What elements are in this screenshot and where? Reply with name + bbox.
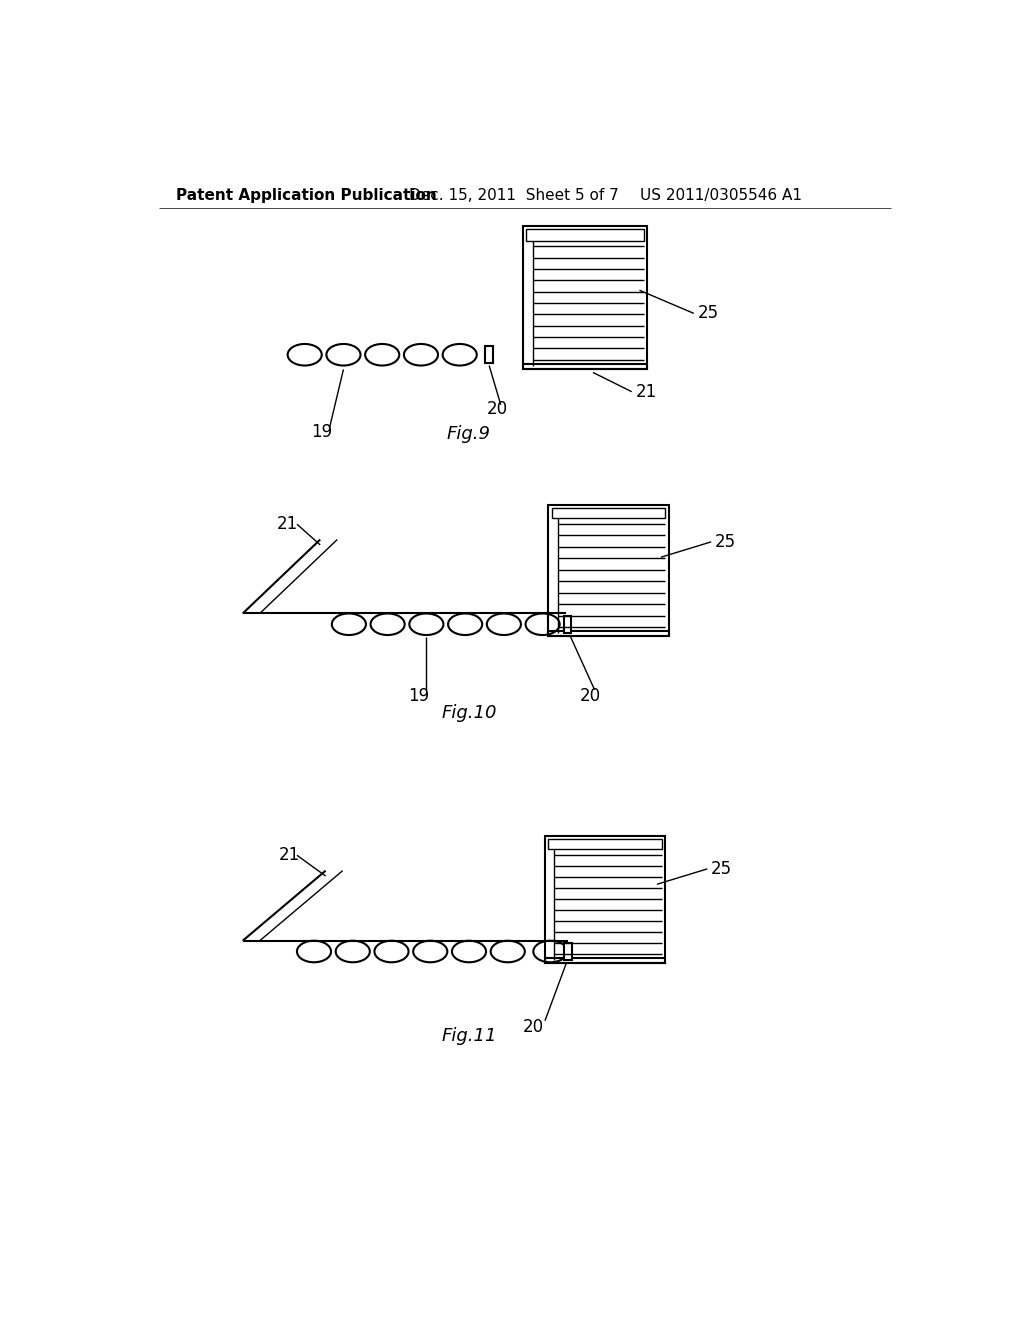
Text: 21: 21 — [636, 383, 656, 401]
Text: 20: 20 — [581, 686, 601, 705]
Text: 25: 25 — [715, 533, 736, 550]
Text: 21: 21 — [276, 515, 298, 533]
Text: 21: 21 — [280, 846, 300, 865]
Text: US 2011/0305546 A1: US 2011/0305546 A1 — [640, 187, 802, 203]
Text: Fig.9: Fig.9 — [447, 425, 490, 444]
Text: Dec. 15, 2011  Sheet 5 of 7: Dec. 15, 2011 Sheet 5 of 7 — [409, 187, 618, 203]
Text: Fig.11: Fig.11 — [441, 1027, 497, 1045]
Text: Patent Application Publication: Patent Application Publication — [176, 187, 437, 203]
Text: 19: 19 — [408, 686, 429, 705]
Bar — [523, 226, 647, 368]
Text: 25: 25 — [697, 305, 719, 322]
Text: 20: 20 — [486, 400, 508, 417]
Bar — [526, 230, 644, 240]
Bar — [523, 364, 647, 368]
Bar — [548, 840, 662, 849]
Bar — [552, 508, 666, 519]
Bar — [563, 615, 571, 632]
Bar — [485, 346, 493, 363]
Bar — [564, 942, 572, 960]
Bar — [545, 836, 665, 964]
Text: Fig.10: Fig.10 — [441, 704, 497, 722]
Text: 20: 20 — [523, 1018, 544, 1036]
Text: 25: 25 — [712, 859, 732, 878]
Bar — [549, 631, 669, 636]
Text: 19: 19 — [311, 422, 333, 441]
Bar — [545, 958, 665, 964]
Bar — [549, 506, 669, 636]
